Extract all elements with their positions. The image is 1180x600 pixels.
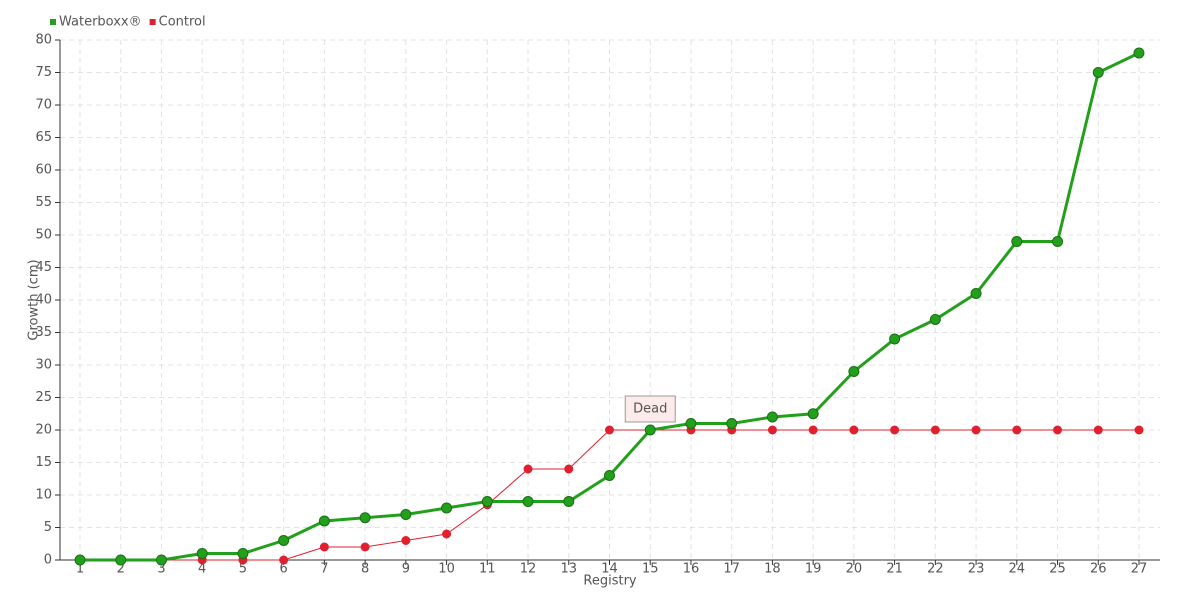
legend-swatch bbox=[50, 19, 56, 25]
data-point bbox=[1133, 47, 1145, 59]
data-point bbox=[605, 425, 614, 435]
y-tick-label: 60 bbox=[35, 163, 52, 178]
data-point bbox=[971, 425, 981, 435]
data-point bbox=[849, 425, 859, 435]
data-point bbox=[196, 548, 208, 559]
y-tick-label: 55 bbox=[35, 195, 52, 210]
x-tick-label: 7 bbox=[320, 562, 328, 577]
data-point bbox=[807, 408, 819, 420]
x-tick-label: 16 bbox=[683, 562, 700, 577]
x-tick-label: 12 bbox=[520, 562, 537, 577]
y-tick-label: 80 bbox=[35, 33, 52, 48]
y-tick-label: 75 bbox=[35, 65, 52, 80]
data-point bbox=[563, 496, 575, 507]
data-point bbox=[401, 536, 411, 545]
x-tick-label: 3 bbox=[157, 562, 165, 577]
x-tick-label: 24 bbox=[1009, 562, 1026, 577]
x-tick-label: 19 bbox=[805, 562, 822, 577]
y-tick-label: 50 bbox=[35, 228, 52, 243]
data-point bbox=[279, 555, 289, 565]
x-tick-label: 9 bbox=[402, 562, 410, 577]
data-point bbox=[442, 529, 452, 539]
data-point bbox=[685, 418, 697, 429]
y-tick-label: 65 bbox=[35, 130, 52, 145]
y-tick-label: 10 bbox=[35, 488, 52, 503]
data-point bbox=[441, 502, 453, 514]
data-point bbox=[1011, 236, 1023, 247]
x-tick-label: 21 bbox=[886, 562, 903, 577]
data-point bbox=[481, 496, 493, 507]
data-point bbox=[115, 554, 127, 566]
data-point bbox=[890, 425, 900, 435]
data-point bbox=[848, 366, 860, 377]
data-point bbox=[970, 288, 982, 299]
x-tick-label: 25 bbox=[1049, 562, 1066, 577]
data-point bbox=[564, 464, 574, 474]
x-tick-label: 4 bbox=[198, 562, 206, 577]
data-point bbox=[523, 464, 533, 474]
data-point bbox=[644, 424, 656, 436]
data-point bbox=[319, 542, 329, 552]
data-point bbox=[74, 554, 86, 566]
legend-swatch bbox=[149, 19, 156, 25]
x-axis-label: Registry bbox=[583, 574, 637, 589]
y-tick-label: 45 bbox=[35, 260, 52, 275]
x-tick-label: 18 bbox=[764, 562, 781, 577]
data-point bbox=[155, 554, 167, 566]
x-tick-label: 20 bbox=[846, 562, 863, 577]
y-tick-label: 0 bbox=[44, 553, 52, 568]
data-point bbox=[278, 535, 290, 546]
data-point bbox=[1052, 236, 1064, 247]
y-tick-label: 40 bbox=[35, 293, 52, 308]
y-tick-label: 5 bbox=[44, 520, 52, 535]
data-point bbox=[889, 333, 901, 345]
data-point bbox=[400, 509, 412, 520]
y-tick-label: 30 bbox=[35, 358, 52, 373]
data-point bbox=[767, 425, 777, 435]
x-tick-label: 17 bbox=[723, 562, 740, 577]
data-point bbox=[929, 314, 941, 325]
data-point bbox=[359, 512, 371, 524]
legend-label: Waterboxx® bbox=[59, 15, 142, 30]
data-point bbox=[522, 496, 534, 507]
annotation-box bbox=[624, 395, 676, 423]
x-tick-label: 8 bbox=[361, 562, 369, 577]
x-tick-label: 1 bbox=[76, 562, 84, 577]
data-point bbox=[808, 425, 818, 435]
data-point bbox=[1053, 425, 1063, 435]
y-tick-label: 35 bbox=[35, 325, 52, 340]
y-tick-label: 20 bbox=[35, 423, 52, 438]
x-tick-label: 14 bbox=[601, 562, 618, 577]
data-point bbox=[237, 548, 249, 559]
x-tick-label: 11 bbox=[479, 562, 496, 577]
y-axis-label: Growth (cm) bbox=[27, 259, 42, 340]
y-tick-label: 15 bbox=[35, 455, 52, 470]
annotation-text: Dead bbox=[633, 402, 667, 417]
data-point bbox=[1134, 425, 1144, 435]
data-point bbox=[1093, 425, 1103, 435]
x-tick-label: 27 bbox=[1131, 562, 1148, 577]
data-point bbox=[726, 418, 738, 429]
legend-label: Control bbox=[159, 15, 206, 30]
x-tick-label: 22 bbox=[927, 562, 944, 577]
x-tick-label: 2 bbox=[117, 562, 125, 577]
y-tick-label: 25 bbox=[35, 390, 52, 405]
data-point bbox=[930, 425, 940, 435]
x-tick-label: 26 bbox=[1090, 562, 1107, 577]
data-point bbox=[318, 515, 330, 527]
x-tick-label: 13 bbox=[560, 562, 577, 577]
y-tick-label: 70 bbox=[35, 98, 52, 113]
x-tick-label: 6 bbox=[280, 562, 288, 577]
data-point bbox=[1012, 425, 1022, 435]
data-point bbox=[360, 542, 370, 552]
x-tick-label: 23 bbox=[968, 562, 985, 577]
x-tick-label: 10 bbox=[438, 562, 455, 577]
data-point bbox=[1092, 67, 1104, 78]
data-point bbox=[766, 411, 778, 423]
x-tick-label: 5 bbox=[239, 562, 247, 577]
data-point bbox=[604, 470, 615, 481]
x-tick-label: 15 bbox=[642, 562, 659, 577]
